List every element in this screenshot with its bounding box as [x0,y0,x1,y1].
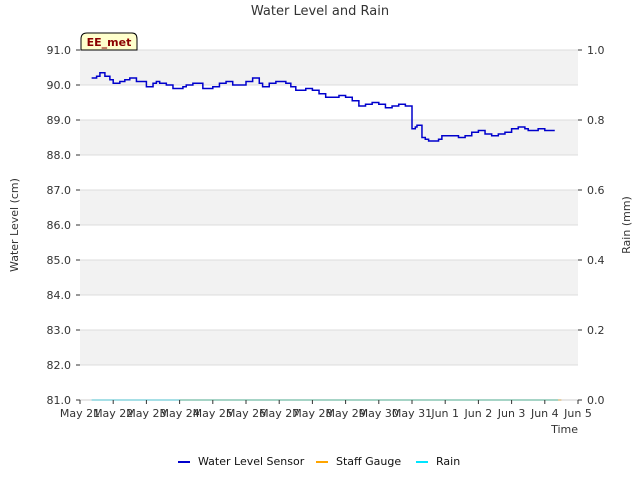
x-tick-label: May 23 [126,407,166,420]
legend-item-staff-gauge: Staff Gauge [316,455,401,468]
x-axis-label: Time [550,423,578,436]
y-right-tick-label: 0.0 [587,394,605,407]
grid-band [80,120,578,155]
chart-title: Water Level and Rain [251,4,389,19]
legend-label: Staff Gauge [336,455,401,468]
x-tick-label: May 24 [159,407,199,420]
y-left-tick-label: 81.0 [47,394,72,407]
x-tick-label: Jun 5 [563,407,592,420]
x-tick-label: May 22 [93,407,133,420]
x-tick-label: May 26 [226,407,266,420]
x-tick-label: Jun 3 [497,407,526,420]
grid-band [80,330,578,365]
station-label: EE_met [87,36,132,49]
legend-label: Water Level Sensor [198,455,305,468]
legend-item-water-level-sensor: Water Level Sensor [178,455,305,468]
legend-item-rain: Rain [416,455,460,468]
y-left-tick-label: 84.0 [47,289,72,302]
y-left-tick-label: 88.0 [47,149,72,162]
x-tick-label: May 27 [259,407,299,420]
x-tick-label: May 28 [292,407,332,420]
station-badge-box [80,32,138,51]
y-right-tick-label: 0.8 [587,114,605,127]
grid-band [80,50,578,85]
grid-band [80,190,578,225]
y-left-tick-label: 90.0 [47,79,72,92]
y-left-tick-label: 87.0 [47,184,72,197]
y-right-tick-label: 0.4 [587,254,605,267]
x-tick-label: May 21 [60,407,100,420]
y-left-tick-label: 86.0 [47,219,72,232]
grid-band [80,260,578,295]
y-right-tick-label: 0.2 [587,324,605,337]
legend-label: Rain [436,455,460,468]
y-axis-left-label: Water Level (cm) [8,178,21,272]
y-right-tick-label: 0.6 [587,184,605,197]
x-tick-label: May 31 [392,407,432,420]
y-axis-left-ticks: 81.0 82.0 83.0 84.0 85.0 86.0 87.0 88.0 89.0 90.0… [47,44,80,407]
x-tick-label: May 29 [325,407,365,420]
station-badge: EE_met [80,32,138,51]
legend: Water Level Sensor Staff Gauge Rain [178,455,460,468]
y-axis-right-label: Rain (mm) [620,196,633,254]
x-tick-label: Jun 2 [464,407,493,420]
y-left-tick-label: 83.0 [47,324,72,337]
grid-bands [80,50,578,365]
x-tick-label: May 25 [193,407,233,420]
y-right-tick-label: 1.0 [587,44,605,57]
series-line-water-level-sensor [91,72,555,142]
y-axis-right-ticks: 0.0 0.2 0.4 0.6 0.8 1.0 [578,44,605,407]
y-left-tick-label: 85.0 [47,254,72,267]
x-tick-label: Jun 4 [530,407,559,420]
x-tick-label: Jun 1 [430,407,459,420]
x-tick-label: May 30 [359,407,399,420]
y-left-tick-label: 89.0 [47,114,72,127]
y-left-tick-label: 82.0 [47,359,72,372]
y-left-tick-label: 91.0 [47,44,72,57]
